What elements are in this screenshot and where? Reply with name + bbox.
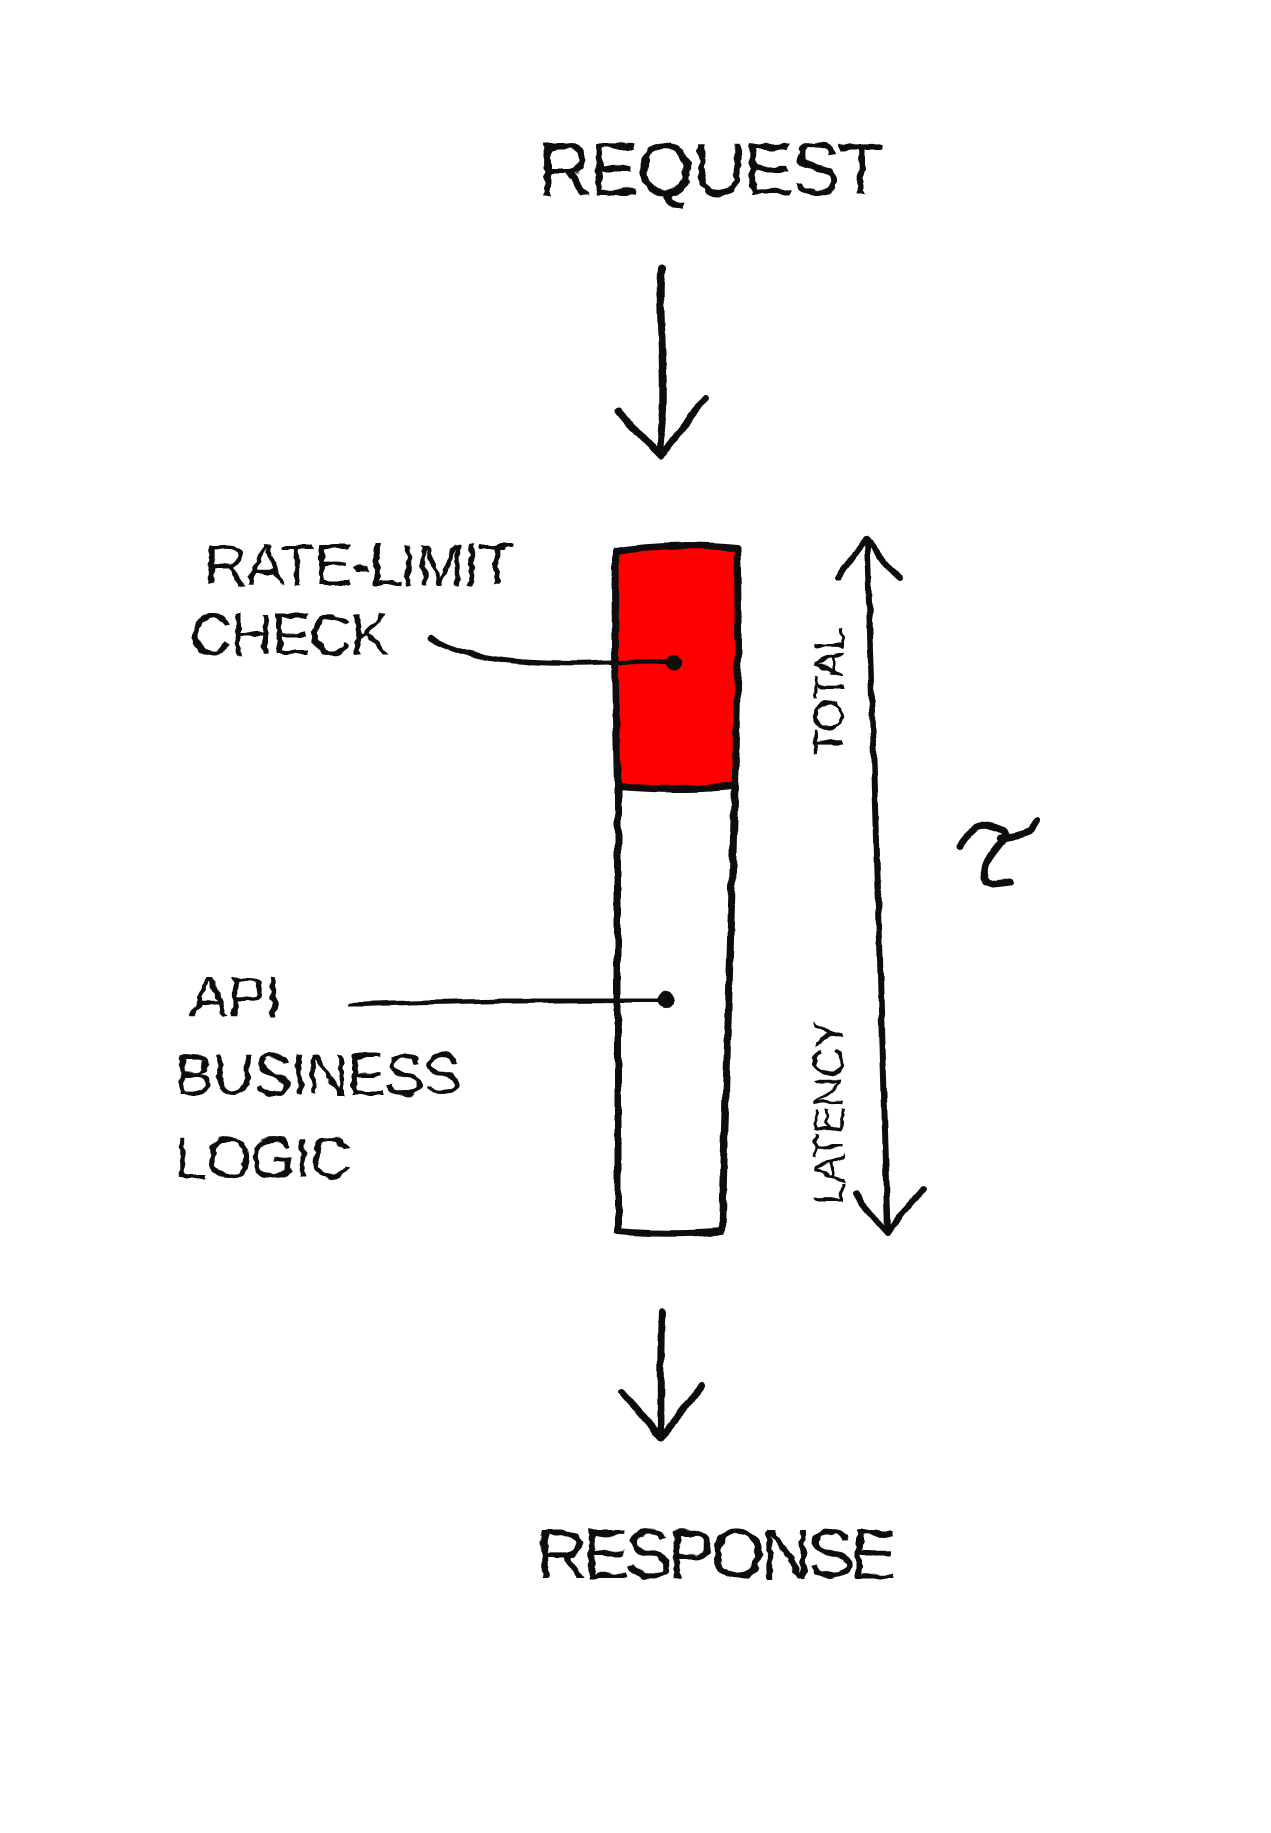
svg-text:LOGIC: LOGIC xyxy=(175,1126,351,1191)
svg-text:BUSINESS: BUSINESS xyxy=(175,1043,460,1108)
svg-text:RATE-LIMIT: RATE-LIMIT xyxy=(205,533,513,598)
svg-text:TOTAL: TOTAL xyxy=(805,629,852,755)
svg-text:API: API xyxy=(190,965,281,1030)
svg-text:RESPONSE: RESPONSE xyxy=(536,1515,894,1593)
svg-text:LATENCY: LATENCY xyxy=(805,1020,852,1205)
svg-text:REQUEST: REQUEST xyxy=(538,128,883,211)
svg-text:CHECK: CHECK xyxy=(190,603,389,668)
